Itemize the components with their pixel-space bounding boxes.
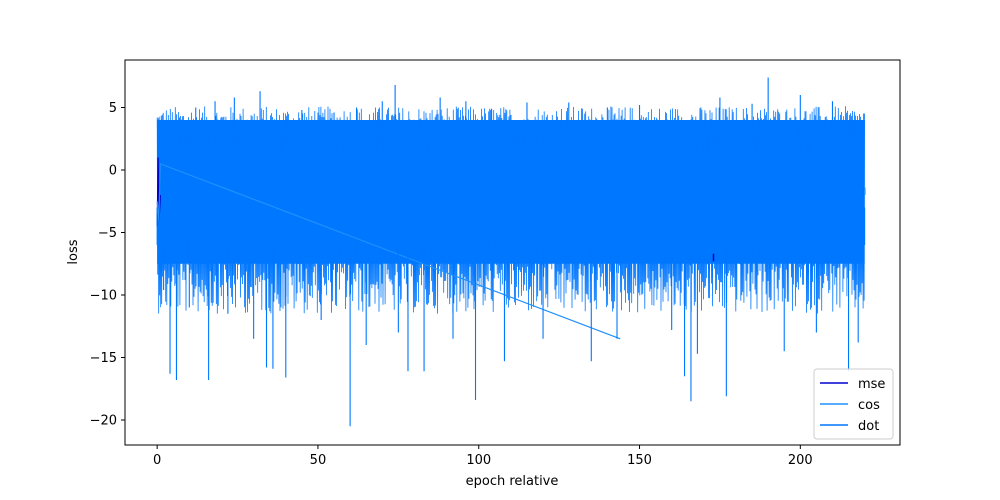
- x-tick-label-100: 100: [466, 453, 491, 468]
- y-axis: −20 −15 −10 −5 0 5: [90, 101, 125, 429]
- x-axis-label: epoch relative: [466, 474, 559, 489]
- legend-label-cos: cos: [858, 398, 880, 413]
- x-tick-label-200: 200: [788, 453, 813, 468]
- y-tick-label--5: −5: [98, 226, 117, 241]
- legend-box: [813, 368, 894, 440]
- legend: mse cos dot: [813, 368, 894, 440]
- y-tick-label--20: −20: [90, 414, 117, 429]
- y-tick-label--10: −10: [90, 289, 117, 304]
- x-axis: 0 50 100 150 200: [153, 445, 813, 468]
- series-layer: [156, 77, 866, 427]
- series-cos: [156, 162, 866, 340]
- legend-label-mse: mse: [858, 377, 885, 392]
- y-tick-label-5: 5: [109, 101, 117, 116]
- cos-series-line: [156, 162, 621, 340]
- x-tick-label-150: 150: [627, 453, 652, 468]
- plot-frame: [124, 59, 901, 446]
- y-tick-label--15: −15: [90, 351, 117, 366]
- y-tick-label-0: 0: [109, 164, 117, 179]
- y-axis-label: loss: [66, 239, 81, 264]
- series-dot: [156, 77, 866, 427]
- x-tick-label-50: 50: [310, 453, 327, 468]
- x-tick-label-0: 0: [153, 453, 161, 468]
- legend-label-dot: dot: [858, 419, 879, 434]
